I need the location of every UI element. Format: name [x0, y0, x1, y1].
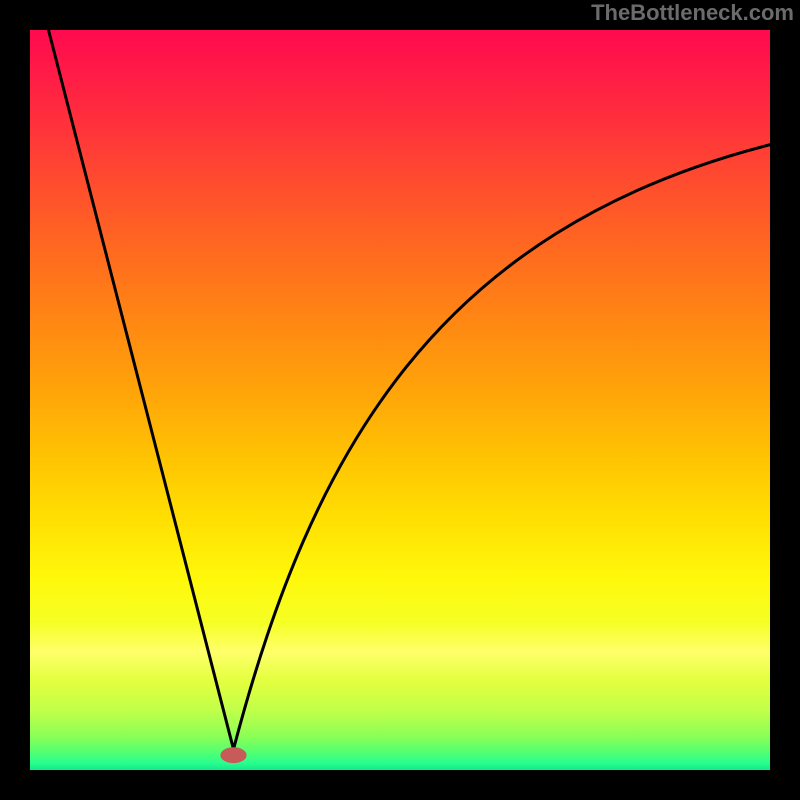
optimum-marker: [221, 748, 246, 763]
chart-svg: [30, 30, 770, 770]
watermark-text: TheBottleneck.com: [591, 0, 794, 26]
image-frame: TheBottleneck.com: [0, 0, 800, 800]
gradient-background: [30, 30, 770, 770]
chart-plot-area: [30, 30, 770, 770]
